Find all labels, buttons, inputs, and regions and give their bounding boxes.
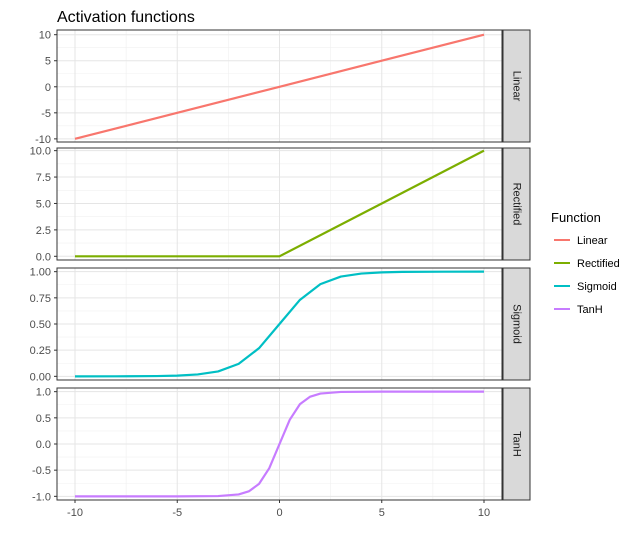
panel-border	[56, 29, 503, 143]
y-tick-label: 0.75	[30, 293, 51, 305]
y-tick-label: 10	[39, 30, 51, 42]
x-tick-label: -10	[67, 507, 83, 519]
facet-strip-label: Sigmoid	[511, 304, 523, 344]
y-tick-label: 1.00	[30, 267, 51, 279]
facet-strip	[502, 267, 531, 381]
series-line-tanh	[75, 390, 484, 498]
series-line-rectified	[75, 149, 485, 258]
y-tick-label: 0.00	[30, 371, 51, 383]
series-line-sigmoid	[74, 270, 485, 378]
x-tick-label: 0	[276, 507, 282, 519]
y-tick-label: 0	[45, 82, 51, 94]
legend-label-rectified: Rectified	[577, 258, 620, 270]
y-tick-label: -10	[35, 134, 51, 146]
x-axis: -10 -5 0 5 10	[67, 500, 490, 519]
panel-border	[56, 267, 503, 381]
y-tick-label: 1.0	[36, 387, 51, 399]
y-tick-label: 7.5	[36, 172, 51, 184]
y-tick-label: 0.25	[30, 345, 51, 357]
y-tick-label: 10.0	[30, 146, 51, 158]
y-tick-label: 2.5	[36, 225, 51, 237]
x-tick-label: -5	[172, 507, 182, 519]
y-tick-label: -1.0	[32, 491, 51, 503]
facet-strip	[502, 29, 531, 143]
facet-rectified: 10.0 7.5 5.0 2.5 0.0 Rectified	[30, 146, 531, 263]
facet-strip-label: TanH	[511, 431, 523, 457]
chart-title: Activation functions	[57, 9, 195, 26]
y-tick-label: 0.5	[36, 413, 51, 425]
y-tick-label: 0.0	[36, 439, 51, 451]
facet-strip-label: Rectified	[511, 183, 523, 226]
series-line-linear	[74, 33, 485, 140]
legend-label-sigmoid: Sigmoid	[577, 281, 617, 293]
facet-strip-label: Linear	[511, 71, 523, 102]
facet-sigmoid: 1.00 0.75 0.50 0.25 0.00 Sigmoid	[30, 267, 531, 383]
x-tick-label: 5	[379, 507, 385, 519]
legend-label-tanh: TanH	[577, 304, 603, 316]
legend-label-linear: Linear	[577, 235, 608, 247]
y-tick-label: 0.0	[36, 251, 51, 263]
facet-tanh: 1.0 0.5 0.0 -0.5 -1.0 TanH	[32, 387, 531, 503]
facet-strip	[502, 147, 531, 261]
panel-border	[56, 147, 503, 261]
y-tick-label: 5.0	[36, 198, 51, 210]
legend: Function Linear Rectified Sigmoid TanH	[551, 210, 620, 316]
x-tick-label: 10	[478, 507, 490, 519]
y-tick-label: 0.50	[30, 319, 51, 331]
y-tick-label: -0.5	[32, 465, 51, 477]
legend-title: Function	[551, 210, 601, 225]
y-tick-label: -5	[41, 108, 51, 120]
facet-strip	[502, 387, 531, 501]
facet-linear: 10 5 0 -5 -10 Linear	[35, 29, 531, 146]
facet-panels: 10 5 0 -5 -10 Linear 10.0 7.5 5.0 2.5 0.0 Rectified…	[30, 29, 531, 503]
y-tick-label: 5	[45, 56, 51, 68]
